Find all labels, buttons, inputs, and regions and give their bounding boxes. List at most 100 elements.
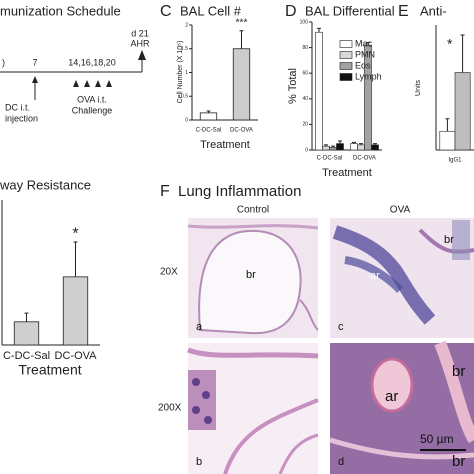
- x-axis-label: Treatment: [18, 362, 81, 378]
- y-tick-label: 20: [302, 122, 308, 128]
- legend-label: Eos: [355, 60, 371, 70]
- scale-label: 50 µm: [420, 432, 454, 446]
- bar: [62, 276, 89, 346]
- error-bar: [366, 41, 370, 46]
- panel-letter: D: [285, 3, 297, 20]
- day-label: 14,16,18,20: [68, 57, 116, 67]
- bar: [336, 143, 344, 151]
- panel-letter: C: [160, 3, 172, 20]
- y-tick-label: 1: [185, 70, 188, 76]
- arrowhead: [106, 80, 112, 87]
- bar: [322, 145, 330, 151]
- legend-swatch: [339, 62, 353, 70]
- bar: [199, 112, 218, 121]
- x-tick-label: IgG1: [448, 158, 462, 164]
- bar: [315, 31, 323, 151]
- error-bar: [445, 118, 450, 132]
- error-bar: [324, 144, 328, 147]
- x-axis-label: Treatment: [200, 139, 250, 151]
- error-bar: [373, 143, 377, 145]
- panel-title: Lung Inflammation: [178, 183, 301, 200]
- error-bar: [352, 141, 356, 144]
- legend-swatch: [339, 40, 353, 48]
- y-tick-label: 100: [300, 19, 309, 25]
- row-label: 200X: [158, 403, 182, 414]
- event-label: injection: [5, 113, 38, 123]
- structure-label: br: [452, 363, 465, 380]
- micrograph: [330, 218, 474, 338]
- error-bar: [239, 30, 244, 49]
- x-tick-label: DC-OVA: [55, 350, 98, 362]
- y-tick-label: 2: [185, 22, 188, 28]
- y-axis-label: % Total: [287, 68, 299, 104]
- image-letter: d: [338, 456, 344, 468]
- event-label: Challenge: [72, 105, 113, 115]
- bar: [350, 143, 358, 151]
- error-bar: [359, 143, 363, 145]
- day-label: d 21: [131, 28, 149, 38]
- arrowhead: [32, 76, 38, 83]
- y-tick-label: 0.5: [181, 94, 188, 100]
- x-tick-label: C-DC-Sal: [3, 350, 50, 362]
- y-tick-label: 60: [302, 71, 308, 77]
- error-bar: [338, 140, 342, 144]
- bar: [357, 144, 365, 151]
- structure-label: br: [452, 453, 465, 470]
- bar: [371, 144, 379, 151]
- x-tick-label: C-DC-Sal: [317, 156, 343, 162]
- panel-letter: E: [398, 3, 409, 20]
- bar: [329, 147, 337, 151]
- x-axis-label: Treatment: [322, 167, 372, 179]
- y-tick-label: 1.5: [181, 46, 188, 52]
- error-bar: [331, 145, 335, 148]
- structure-label: ar: [370, 270, 380, 282]
- column-label: OVA: [390, 205, 411, 216]
- chart-title: Anti-: [420, 3, 447, 18]
- annotation: ***: [236, 17, 248, 28]
- y-tick-label: 0: [305, 147, 308, 153]
- y-axis-label: Cell Number (X 10⁶): [177, 41, 184, 104]
- chart-title: BAL Differential: [305, 3, 395, 18]
- schedule-title: munization Schedule: [0, 3, 121, 18]
- error-bar: [206, 110, 211, 113]
- error-bar: [24, 312, 29, 322]
- error-bar: [317, 27, 321, 33]
- day-label: 7: [32, 57, 37, 67]
- bar: [454, 72, 471, 151]
- error-bar: [73, 241, 78, 277]
- y-tick-label: 80: [302, 45, 308, 51]
- arrowhead: [73, 80, 79, 87]
- legend-swatch: [339, 51, 353, 59]
- chart-title: way Resistance: [0, 177, 91, 192]
- bar: [13, 321, 40, 346]
- y-axis-label: Units: [415, 80, 422, 96]
- arrowhead: [138, 50, 146, 60]
- image-letter: b: [196, 456, 202, 468]
- y-tick-label: 40: [302, 96, 308, 102]
- day-zero: ): [2, 57, 5, 67]
- legend-label: Mac: [355, 38, 373, 48]
- x-tick-label: DC-OVA: [230, 128, 253, 134]
- micrograph: [187, 218, 319, 338]
- schedule: munization Schedule ) 7 14,16,18,20 d 21…: [0, 3, 150, 123]
- image-letter: c: [338, 321, 344, 333]
- event-label: OVA i.t.: [77, 94, 107, 104]
- y-tick-label: 0: [185, 117, 188, 123]
- column-label: Control: [237, 205, 269, 216]
- annotation: *: [447, 36, 453, 52]
- bar: [232, 48, 251, 121]
- structure-label: br: [246, 269, 256, 281]
- structure-label: ar: [385, 388, 398, 405]
- histology: F Lung Inflammation Control OVA 20X 200X: [158, 183, 474, 474]
- bar: [439, 130, 456, 151]
- day-label: AHR: [130, 38, 150, 48]
- legend-swatch: [339, 73, 353, 81]
- legend-label: PMN: [355, 49, 375, 59]
- structure-label: br: [444, 234, 454, 246]
- arrowhead: [95, 80, 101, 87]
- panel-letter: F: [160, 183, 170, 200]
- x-tick-label: DC-OVA: [353, 156, 376, 162]
- arrowhead: [84, 80, 90, 87]
- annotation: *: [72, 225, 78, 242]
